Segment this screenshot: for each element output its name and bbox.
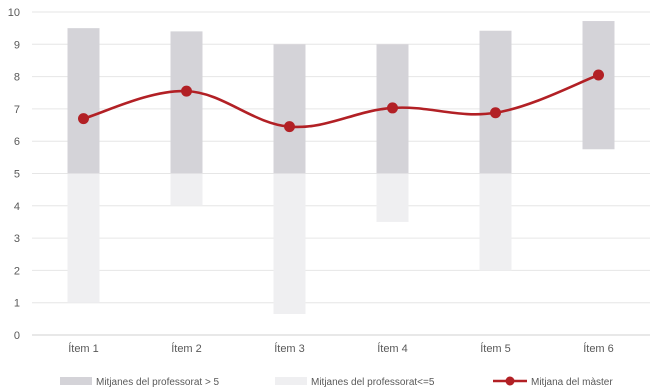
master-mean-line-series <box>78 69 604 133</box>
bar-at-or-below-5 <box>273 173 306 315</box>
bar-above-5 <box>582 21 615 150</box>
master-mean-point <box>181 85 192 97</box>
y-tick-label: 4 <box>14 201 20 213</box>
bar-at-or-below-5 <box>170 173 203 206</box>
y-tick-label: 5 <box>14 169 20 181</box>
x-tick-label: Ítem 1 <box>68 342 99 355</box>
bars-at-or-below-5 <box>67 173 512 315</box>
y-tick-label: 2 <box>14 265 20 277</box>
x-tick-label: Ítem 6 <box>583 342 614 355</box>
y-tick-label: 10 <box>8 7 20 19</box>
x-axis-ticks: Ítem 1 Ítem 2 Ítem 3 Ítem 4 Ítem 5 Ítem 6 <box>68 342 614 355</box>
y-tick-label: 7 <box>14 104 20 116</box>
y-tick-label: 8 <box>14 72 20 84</box>
gridlines <box>32 11 650 336</box>
bar-above-5 <box>67 28 100 174</box>
legend-label-at-or-below-5: Mitjanes del professorat<=5 <box>311 377 435 388</box>
bar-above-5 <box>273 44 306 174</box>
legend-label-master: Mitjana del màster <box>531 377 613 388</box>
legend-swatch-at-or-below-5 <box>275 377 307 385</box>
master-mean-line <box>83 73 599 129</box>
bar-at-or-below-5 <box>67 173 100 303</box>
y-tick-label: 6 <box>14 136 20 148</box>
y-tick-label: 3 <box>14 233 20 245</box>
master-mean-point <box>284 121 295 133</box>
x-tick-label: Ítem 2 <box>171 342 202 355</box>
legend: Mitjanes del professorat > 5 Mitjanes del… <box>60 376 613 388</box>
bars-above-5 <box>67 21 615 174</box>
y-tick-label: 0 <box>14 330 20 342</box>
bar-at-or-below-5 <box>479 173 512 271</box>
bar-above-5 <box>170 31 203 174</box>
y-tick-label: 9 <box>14 39 20 51</box>
master-mean-point <box>78 113 89 125</box>
y-axis-ticks: 0 1 2 3 4 5 6 7 8 9 10 <box>8 7 20 342</box>
legend-swatch-above-5 <box>60 377 92 385</box>
master-mean-point <box>593 69 604 81</box>
master-mean-point <box>490 107 501 119</box>
x-tick-label: Ítem 5 <box>480 342 511 355</box>
x-tick-label: Ítem 4 <box>377 342 408 355</box>
legend-marker-master <box>505 376 515 386</box>
x-tick-label: Ítem 3 <box>274 342 305 355</box>
bar-at-or-below-5 <box>376 173 409 222</box>
legend-label-above-5: Mitjanes del professorat > 5 <box>96 377 220 388</box>
y-tick-label: 1 <box>14 298 20 310</box>
bar-above-5 <box>479 30 512 174</box>
master-mean-point <box>387 102 398 114</box>
